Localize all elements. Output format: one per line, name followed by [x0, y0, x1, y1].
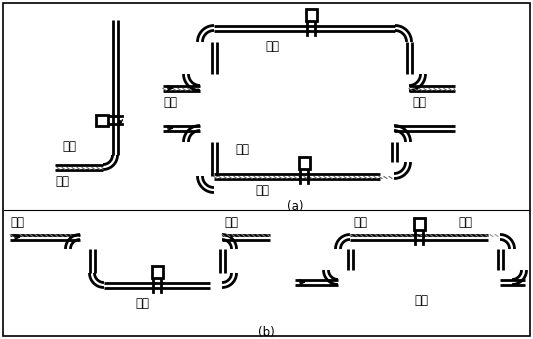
Text: 正确: 正确 [265, 40, 279, 53]
Text: 气泡: 气泡 [353, 216, 367, 229]
Text: 气泡: 气泡 [224, 216, 238, 229]
Text: 气泡: 气泡 [10, 216, 24, 229]
Text: 错误: 错误 [414, 294, 428, 307]
Text: 错误: 错误 [235, 143, 249, 156]
Text: 液体: 液体 [55, 175, 69, 188]
Bar [298, 157, 310, 169]
Text: 液体: 液体 [412, 96, 426, 109]
Bar [96, 115, 108, 125]
Text: 液体: 液体 [163, 96, 177, 109]
Bar [151, 266, 163, 278]
Text: (a): (a) [287, 200, 303, 213]
Text: 液体: 液体 [255, 184, 269, 197]
Text: 气泡: 气泡 [458, 216, 472, 229]
Bar [305, 9, 317, 21]
Text: 正确: 正确 [135, 297, 149, 310]
Text: 正确: 正确 [62, 140, 76, 153]
Text: (b): (b) [257, 326, 274, 339]
Bar [414, 218, 424, 230]
